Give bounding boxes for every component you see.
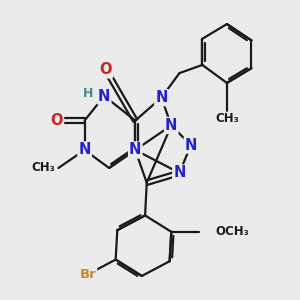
Text: Br: Br [80, 268, 96, 281]
Text: N: N [165, 118, 178, 133]
Text: N: N [78, 142, 91, 158]
Text: N: N [185, 138, 197, 153]
Text: OCH₃: OCH₃ [215, 225, 249, 238]
Text: N: N [155, 90, 168, 105]
Text: N: N [173, 165, 186, 180]
Text: H: H [83, 87, 94, 100]
Text: CH₃: CH₃ [215, 112, 239, 125]
Text: O: O [100, 62, 112, 77]
Text: CH₃: CH₃ [32, 161, 55, 175]
Text: N: N [129, 142, 142, 158]
Text: N: N [98, 88, 110, 104]
Text: O: O [50, 113, 63, 128]
